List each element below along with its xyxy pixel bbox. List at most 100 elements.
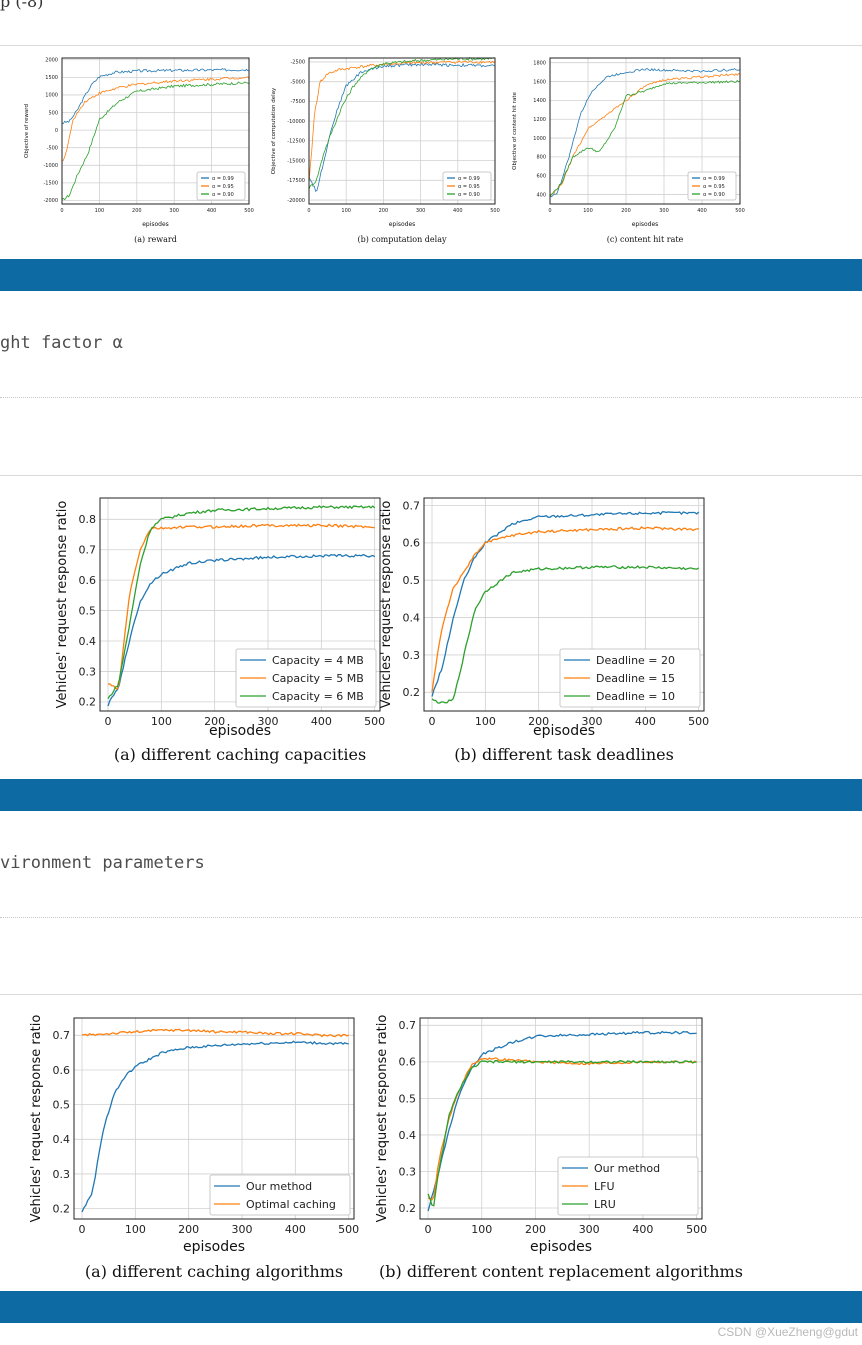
x-tick-label: 100	[475, 715, 496, 728]
subfigure-caption: (a) reward	[134, 235, 177, 244]
y-tick-label: 0	[55, 128, 58, 134]
x-tick-label: 200	[178, 1223, 199, 1236]
y-tick-label: -12500	[287, 139, 305, 145]
plot-frame	[423, 497, 705, 712]
y-axis-label: Vehicles' request response ratio	[375, 1015, 390, 1223]
y-tick-label: 0.6	[79, 574, 97, 587]
series-line	[549, 73, 741, 198]
x-tick-label: 200	[204, 715, 225, 728]
y-tick-label: 0.6	[399, 1056, 417, 1069]
y-tick-label: 0.3	[403, 649, 421, 662]
series-line	[308, 60, 496, 184]
series-line	[431, 565, 700, 704]
legend-label: Our method	[594, 1162, 660, 1175]
y-tick-label: 0.3	[399, 1165, 417, 1178]
y-tick-label: 1500	[45, 75, 58, 81]
y-tick-label: 0.4	[79, 635, 97, 648]
watermark: CSDN @XueZheng@gdut	[717, 1325, 858, 1339]
series-line	[62, 68, 250, 124]
legend-label: α = 0.95	[703, 184, 725, 190]
x-tick-label: 100	[471, 1223, 492, 1236]
y-tick-label: 0.5	[79, 604, 97, 617]
x-tick-label: 100	[125, 1223, 146, 1236]
figure-3: 0 100 200 300 400 500 0.2 0.3 0.4 0.5 0.6 0.7 episod…	[29, 1015, 743, 1281]
y-tick-label: -2500	[290, 60, 305, 66]
subfigure-caption: (b) computation delay	[357, 235, 447, 244]
x-tick-label: 300	[232, 1223, 253, 1236]
legend-label: α = 0.90	[212, 192, 234, 198]
y-tick-label: -15000	[287, 158, 305, 164]
x-tick-label: 400	[453, 208, 463, 214]
chart-content-hit-rate: 0 100 200 300 400 500 400 600 800 1000 1200 1400 160…	[512, 57, 745, 244]
legend-label: α = 0.95	[458, 184, 480, 190]
x-axis-label: episodes	[530, 1239, 592, 1255]
plot-frame	[73, 1017, 355, 1220]
x-axis-label: episodes	[209, 723, 271, 739]
legend-box	[559, 648, 701, 708]
figure-caption: vironment parameters	[0, 853, 205, 873]
x-tick-label: 300	[169, 208, 179, 214]
y-tick-label: 0.2	[399, 1202, 417, 1215]
x-tick-label: 500	[490, 208, 500, 214]
divider	[0, 917, 862, 918]
y-tick-label: 0.4	[403, 611, 421, 624]
legend: α = 0.99 α = 0.95 α = 0.90	[687, 171, 737, 201]
y-tick-label: 0.5	[403, 574, 421, 587]
x-tick-label: 200	[621, 208, 631, 214]
x-tick-label: 500	[338, 1223, 359, 1236]
y-tick-label: 0.2	[403, 686, 421, 699]
x-tick-label: 500	[686, 1223, 707, 1236]
y-tick-label: -1000	[43, 163, 58, 169]
x-tick-label: 300	[258, 715, 279, 728]
x-tick-label: 200	[528, 715, 549, 728]
legend: Deadline = 20 Deadline = 15 Deadline = 10	[559, 648, 701, 708]
y-tick-label: 400	[536, 192, 546, 198]
y-tick-label: 600	[536, 173, 546, 179]
legend-label: Capacity = 4 MB	[272, 654, 364, 667]
series-line	[61, 81, 250, 201]
series-line	[81, 1040, 349, 1213]
x-tick-label: 300	[582, 715, 603, 728]
figure-caption: ght factor α	[0, 333, 123, 353]
legend-label: LFU	[594, 1180, 615, 1193]
series-line	[428, 1057, 697, 1201]
x-axis-label: episodes	[389, 221, 416, 228]
legend-label: Optimal caching	[246, 1198, 336, 1211]
chart-caching-capacities: 0 100 200 300 400 500 0.2 0.3 0.4 0.5 0.6 0.7 0.8 epi…	[55, 497, 385, 764]
y-axis-label: Vehicles' request response ratio	[379, 501, 394, 709]
x-tick-label: 0	[105, 715, 112, 728]
x-tick-label: 0	[79, 1223, 86, 1236]
x-axis-label: episodes	[533, 723, 595, 739]
series-line	[107, 553, 376, 707]
subfigure-caption: (b) different content replacement algori…	[379, 1262, 743, 1281]
y-tick-label: 0.4	[399, 1129, 417, 1142]
x-tick-label: 400	[697, 208, 707, 214]
legend-label: Deadline = 20	[596, 654, 675, 667]
y-tick-label: -20000	[287, 198, 305, 204]
legend-label: α = 0.90	[703, 192, 725, 198]
series-line	[308, 56, 496, 190]
x-tick-label: 200	[525, 1223, 546, 1236]
y-axis-label: Objective of content hit rate	[512, 92, 518, 170]
x-tick-label: 400	[207, 208, 217, 214]
x-axis-label: episodes	[142, 221, 169, 228]
x-tick-label: 100	[95, 208, 105, 214]
legend: Capacity = 4 MB Capacity = 5 MB Capacity =…	[235, 648, 377, 708]
x-tick-label: 0	[60, 208, 63, 214]
series-line	[308, 62, 496, 192]
y-tick-label: 1600	[533, 79, 546, 85]
legend-label: α = 0.90	[458, 192, 480, 198]
y-tick-label: 2000	[45, 58, 58, 64]
y-tick-label: 500	[48, 110, 58, 116]
legend-label: α = 0.99	[703, 176, 725, 182]
chart-computation-delay: 0 100 200 300 400 500 -2500 -5000 -7500 -10000 -12…	[271, 56, 500, 244]
x-tick-label: 0	[307, 208, 310, 214]
x-tick-label: 200	[132, 208, 142, 214]
legend-box	[209, 1174, 351, 1216]
x-tick-label: 100	[583, 208, 593, 214]
y-tick-label: -7500	[290, 99, 305, 105]
x-tick-label: 400	[635, 715, 656, 728]
x-tick-label: 0	[548, 208, 551, 214]
y-tick-label: 0.7	[399, 1019, 417, 1032]
y-tick-label: -2000	[43, 198, 58, 204]
